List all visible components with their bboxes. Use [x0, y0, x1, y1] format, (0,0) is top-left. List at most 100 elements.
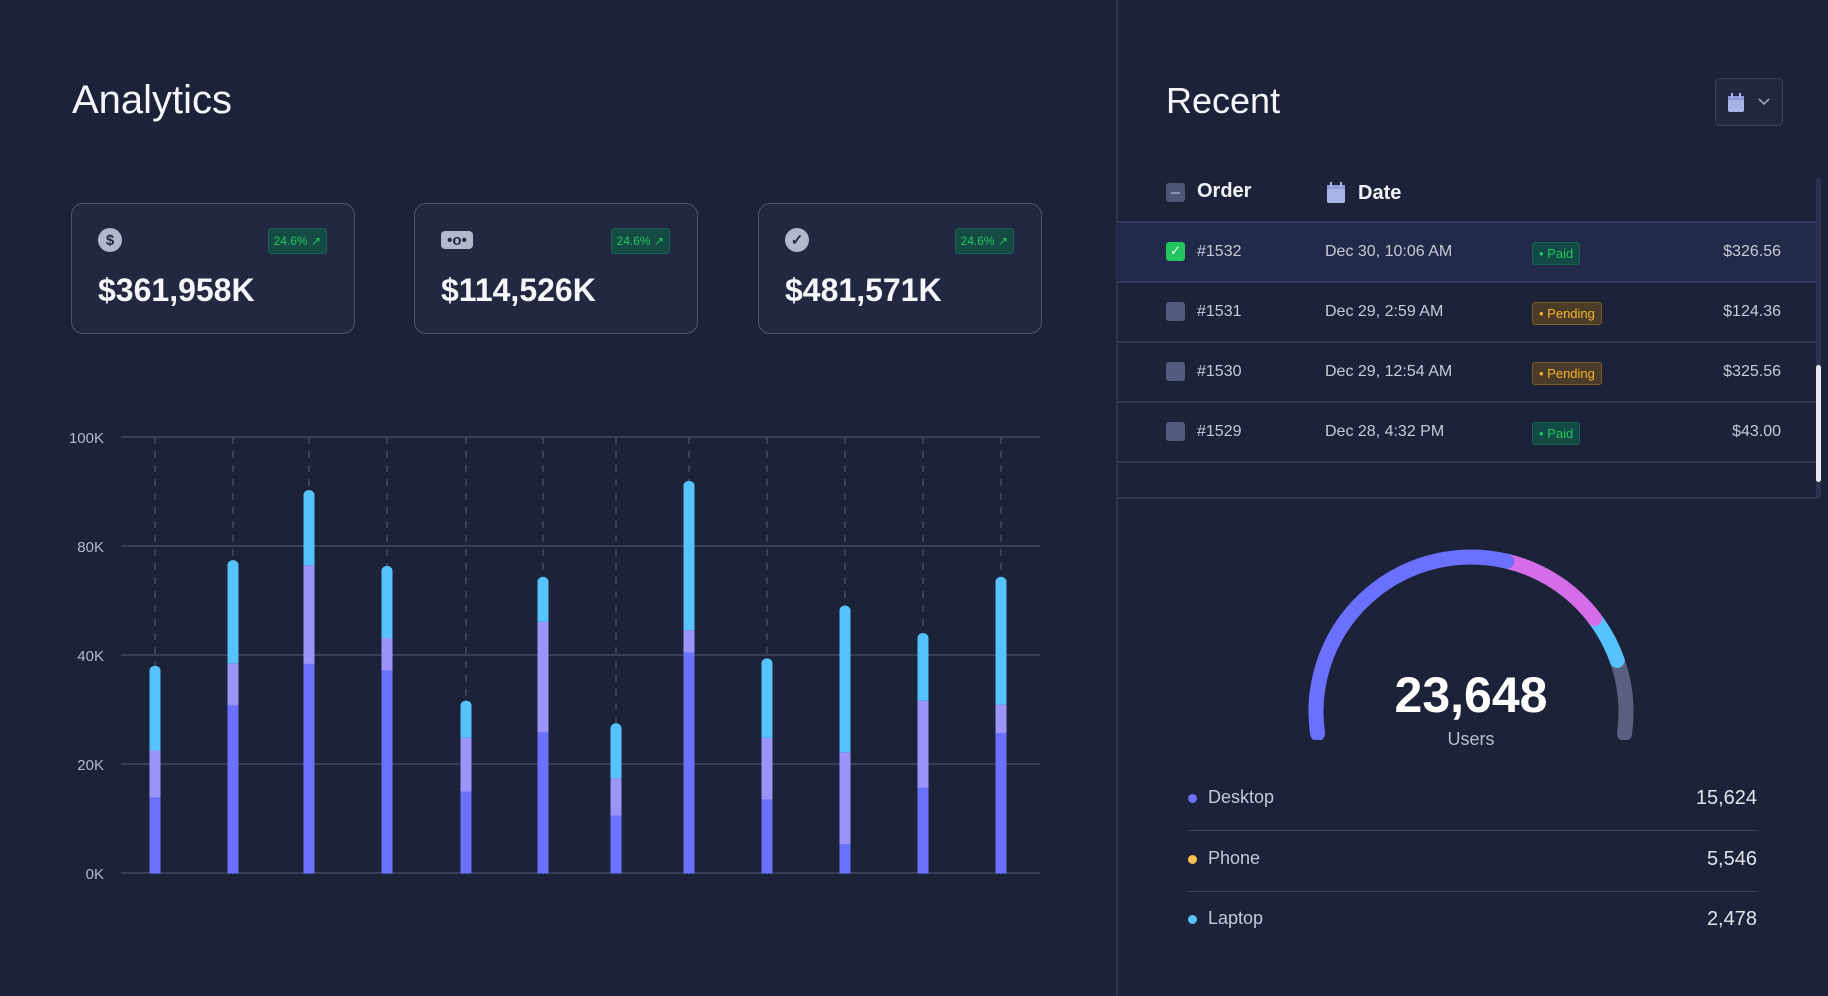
- stat-card-completed: ✓ 24.6% ↗ $481,571K: [758, 203, 1042, 334]
- bar-segment-3: [303, 494, 315, 566]
- table-row[interactable]: #1531 Dec 29, 2:59 AM • Pending $124.36: [1117, 283, 1819, 343]
- header-divider: [1117, 221, 1819, 223]
- bar-segment-2: [917, 700, 929, 788]
- bar-segment-3: [610, 728, 622, 779]
- bar-cap: [761, 658, 773, 669]
- bar-cap: [460, 700, 472, 711]
- order-amount: $326.56: [1723, 243, 1781, 260]
- status-badge: • Pending: [1532, 362, 1602, 385]
- dollar-icon: $: [98, 228, 122, 252]
- legend-label: Phone: [1208, 848, 1261, 868]
- row-checkbox[interactable]: [1166, 302, 1185, 321]
- calendar-icon: [1728, 93, 1744, 112]
- bar-segment-3: [917, 637, 929, 701]
- bar-segment-3: [460, 705, 472, 738]
- table-row[interactable]: #1529 Dec 28, 4:32 PM • Paid $43.00: [1117, 403, 1819, 463]
- users-gauge: [1308, 549, 1634, 740]
- order-amount: $124.36: [1723, 303, 1781, 320]
- stat-card-revenue: $ 24.6% ↗ $361,958K: [71, 203, 355, 334]
- bar-segment-2: [537, 621, 549, 733]
- select-all-checkbox[interactable]: [1166, 183, 1185, 202]
- bar-segment-3: [227, 565, 239, 664]
- bar-segment-1: [610, 815, 622, 874]
- bar-segment-2: [761, 737, 773, 800]
- bar-segment-1: [460, 791, 472, 874]
- status-badge: • Paid: [1532, 242, 1581, 265]
- column-header-order[interactable]: Order: [1197, 180, 1252, 202]
- cash-icon: •o•: [441, 231, 473, 249]
- bar-cap: [917, 632, 929, 643]
- y-tick-label: 100K: [69, 430, 104, 447]
- legend-item-laptop: Laptop 2,478: [1188, 891, 1757, 952]
- calendar-icon: [1327, 182, 1345, 203]
- status-badge: • Pending: [1532, 302, 1602, 325]
- bar-segment-1: [917, 787, 929, 874]
- table-scrollbar[interactable]: [1816, 178, 1821, 498]
- order-id: #1529: [1197, 423, 1242, 440]
- bar-cap: [995, 576, 1007, 587]
- phone-dot-icon: [1188, 855, 1197, 864]
- bar-cap: [227, 560, 239, 571]
- y-tick-label: 80K: [77, 539, 104, 556]
- bar-segment-2: [683, 630, 695, 653]
- gauge-segment-phone: [1499, 553, 1603, 626]
- legend-value: 5,546: [1706, 848, 1757, 870]
- bar-segment-2: [303, 565, 315, 664]
- bar-cap: [149, 665, 161, 676]
- bar-segment-3: [839, 610, 851, 753]
- bar-segment-3: [381, 570, 393, 638]
- stacked-bar-chart: 0K 20K 40K 80K 100K: [69, 430, 1040, 883]
- order-date: Dec 30, 10:06 AM: [1325, 243, 1453, 260]
- table-row[interactable]: #1530 Dec 29, 12:54 AM • Pending $325.56: [1117, 343, 1819, 403]
- legend-value: 2,478: [1706, 908, 1757, 930]
- legend-item-phone: Phone 5,546: [1188, 831, 1757, 892]
- bar-segment-1: [149, 796, 161, 874]
- bar-segment-2: [149, 750, 161, 798]
- bar-cap: [683, 480, 695, 491]
- stat-card-cash: •o• 24.6% ↗ $114,526K: [414, 203, 698, 334]
- bar-segment-1: [303, 663, 315, 874]
- bar-cap: [610, 723, 622, 734]
- order-date: Dec 29, 2:59 AM: [1325, 303, 1444, 320]
- order-amount: $43.00: [1732, 423, 1781, 440]
- order-id: #1532: [1197, 243, 1242, 260]
- bar-segment-2: [610, 778, 622, 816]
- bar-segment-3: [683, 485, 695, 631]
- order-date: Dec 28, 4:32 PM: [1325, 423, 1445, 440]
- users-label: Users: [1447, 729, 1495, 749]
- recent-title: Recent: [1166, 80, 1281, 121]
- laptop-dot-icon: [1188, 915, 1197, 924]
- stat-value: $481,571K: [785, 272, 942, 308]
- bar-cap: [839, 605, 851, 616]
- row-checkbox[interactable]: [1166, 422, 1185, 441]
- legend-label: Desktop: [1208, 787, 1275, 807]
- bar-cap: [303, 489, 315, 500]
- bar-segment-2: [995, 704, 1007, 734]
- bar-segment-1: [761, 798, 773, 874]
- order-id: #1531: [1197, 303, 1242, 320]
- bar-cap: [537, 576, 549, 587]
- legend-label: Laptop: [1208, 908, 1264, 928]
- change-badge: 24.6% ↗: [954, 228, 1014, 254]
- row-checkbox[interactable]: [1166, 362, 1185, 381]
- y-tick-label: 20K: [77, 757, 104, 774]
- table-row[interactable]: ✓ #1532 Dec 30, 10:06 AM • Paid $326.56: [1117, 223, 1819, 283]
- scrollbar-thumb[interactable]: [1816, 365, 1821, 482]
- date-filter-dropdown[interactable]: [1715, 78, 1783, 126]
- status-badge: • Paid: [1532, 422, 1581, 445]
- change-badge: 24.6% ↗: [610, 228, 670, 254]
- desktop-dot-icon: [1188, 794, 1197, 803]
- row-checkbox[interactable]: ✓: [1166, 242, 1185, 261]
- bar-segment-3: [995, 581, 1007, 705]
- page-title: Analytics: [72, 78, 233, 122]
- bar-segment-1: [537, 731, 549, 874]
- bar-segment-1: [839, 843, 851, 874]
- stat-value: $361,958K: [98, 272, 255, 308]
- bar-segment-1: [995, 732, 1007, 874]
- y-tick-label: 40K: [77, 648, 104, 665]
- bar-segment-2: [839, 752, 851, 845]
- bar-cap: [381, 565, 393, 576]
- table-bottom-divider: [1117, 497, 1819, 499]
- bar-segment-1: [227, 704, 239, 874]
- column-header-date[interactable]: Date: [1358, 182, 1402, 204]
